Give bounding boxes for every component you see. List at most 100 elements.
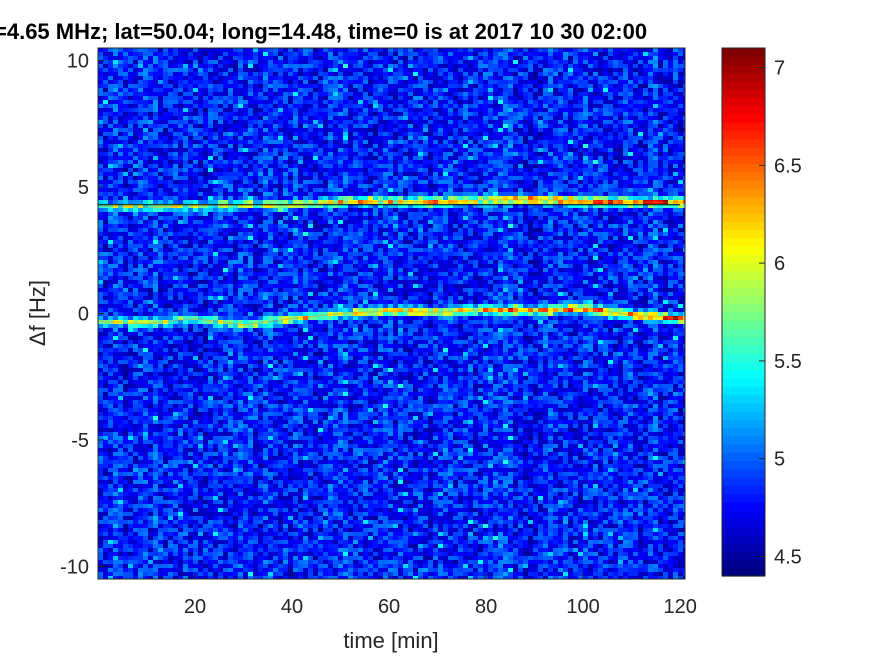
heatmap-cell [248, 56, 253, 60]
heatmap-cell [203, 428, 208, 432]
heatmap-cell [158, 168, 163, 172]
heatmap-cell [148, 200, 153, 204]
heatmap-cell [198, 484, 203, 488]
heatmap-cell [213, 536, 218, 540]
heatmap-cell [273, 244, 278, 248]
heatmap-cell [108, 228, 113, 232]
heatmap-cell [168, 484, 173, 488]
heatmap-cell [233, 572, 238, 576]
heatmap-cell [198, 136, 203, 140]
heatmap-cell [143, 52, 148, 56]
heatmap-cell [118, 220, 123, 224]
heatmap-cell [268, 428, 273, 432]
heatmap-cell [118, 160, 123, 164]
heatmap-cell [123, 512, 128, 516]
heatmap-cell [163, 92, 168, 96]
heatmap-cell [218, 572, 223, 576]
heatmap-cell [98, 232, 103, 236]
heatmap-cell [113, 124, 118, 128]
heatmap-cell [168, 476, 173, 480]
heatmap-cell [103, 388, 108, 392]
heatmap-cell [113, 392, 118, 396]
heatmap-cell [203, 480, 208, 484]
heatmap-cell [213, 200, 218, 204]
heatmap-cell [248, 368, 253, 372]
heatmap-cell [273, 360, 278, 364]
heatmap-cell [168, 52, 173, 56]
heatmap-cell [283, 276, 288, 280]
heatmap-cell [148, 284, 153, 288]
heatmap-cell [118, 568, 123, 572]
heatmap-cell [233, 540, 238, 544]
heatmap-cell [223, 488, 228, 492]
heatmap-cell [248, 200, 253, 204]
heatmap-cell [138, 124, 143, 128]
heatmap-cell [153, 180, 158, 184]
heatmap-cell [248, 480, 253, 484]
heatmap-cell [118, 156, 123, 160]
heatmap-cell [233, 276, 238, 280]
heatmap-cell [173, 180, 178, 184]
heatmap-cell [188, 416, 193, 420]
heatmap-cell [263, 92, 268, 96]
heatmap-cell [133, 252, 138, 256]
heatmap-cell [258, 112, 263, 116]
heatmap-cell [203, 292, 208, 296]
heatmap-cell [278, 424, 283, 428]
heatmap-cell [138, 144, 143, 148]
heatmap-cell [253, 436, 258, 440]
heatmap-cell [178, 476, 183, 480]
heatmap-cell [268, 276, 273, 280]
heatmap-cell [183, 532, 188, 536]
heatmap-cell [103, 504, 108, 508]
heatmap-cell [153, 152, 158, 156]
heatmap-cell [158, 368, 163, 372]
heatmap-cell [208, 540, 213, 544]
heatmap-cell [233, 92, 238, 96]
heatmap-cell [103, 136, 108, 140]
heatmap-cell [113, 300, 118, 304]
heatmap-cell [243, 360, 248, 364]
heatmap-cell [98, 544, 103, 548]
heatmap-cell [223, 244, 228, 248]
heatmap-cell [238, 548, 243, 552]
heatmap-cell [188, 224, 193, 228]
heatmap-cell [248, 96, 253, 100]
heatmap-cell [118, 392, 123, 396]
heatmap-cell [208, 80, 213, 84]
heatmap-cell [153, 160, 158, 164]
heatmap-cell [113, 396, 118, 400]
heatmap-cell [168, 200, 173, 204]
heatmap-cell [223, 344, 228, 348]
heatmap-cell [98, 572, 103, 576]
heatmap-cell [203, 552, 208, 556]
heatmap-cell [193, 96, 198, 100]
heatmap-cell [268, 412, 273, 416]
heatmap-cell [208, 252, 213, 256]
heatmap-cell [173, 172, 178, 176]
heatmap-cell [253, 304, 258, 308]
heatmap-cell [248, 144, 253, 148]
heatmap-cell [203, 448, 208, 452]
heatmap-cell [258, 432, 263, 436]
heatmap-cell [168, 184, 173, 188]
heatmap-cell [178, 272, 183, 276]
heatmap-cell [173, 372, 178, 376]
heatmap-cell [183, 236, 188, 240]
heatmap-cell [243, 384, 248, 388]
heatmap-cell [198, 92, 203, 96]
heatmap-cell [173, 228, 178, 232]
heatmap-cell [158, 332, 163, 336]
heatmap-cell [168, 272, 173, 276]
heatmap-cell [163, 396, 168, 400]
heatmap-cell [243, 152, 248, 156]
heatmap-cell [238, 384, 243, 388]
heatmap-cell [248, 296, 253, 300]
heatmap-cell [253, 508, 258, 512]
heatmap-cell [258, 88, 263, 92]
heatmap-cell [198, 192, 203, 196]
heatmap-cell [248, 64, 253, 68]
heatmap-cell [183, 124, 188, 128]
heatmap-cell [248, 180, 253, 184]
heatmap-cell [98, 168, 103, 172]
